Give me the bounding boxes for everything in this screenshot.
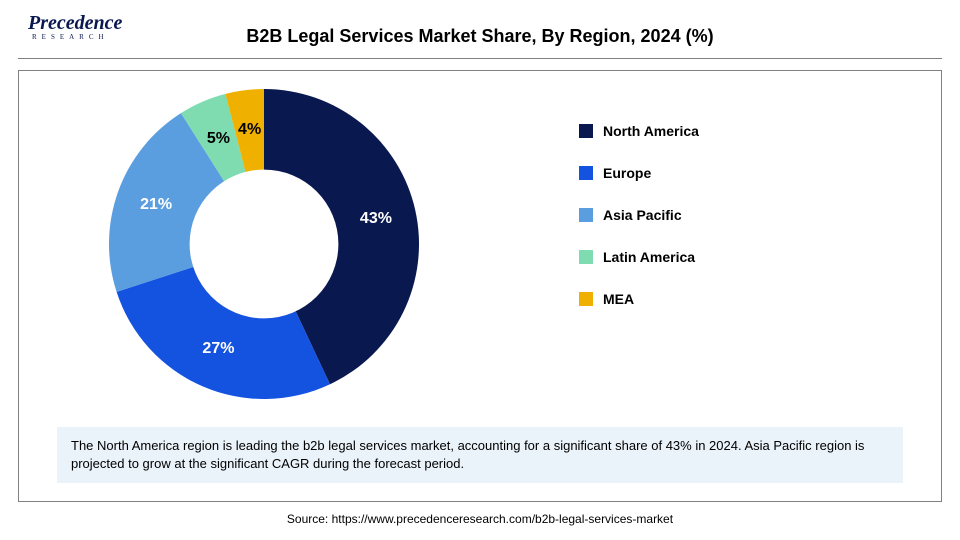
legend-label: Latin America bbox=[603, 249, 695, 265]
slice-label-4: 4% bbox=[238, 121, 261, 139]
title-rule bbox=[18, 58, 942, 59]
slice-label-3: 5% bbox=[207, 130, 230, 148]
slice-label-0: 43% bbox=[360, 210, 392, 228]
chart-title: B2B Legal Services Market Share, By Regi… bbox=[0, 26, 960, 47]
donut-svg bbox=[109, 89, 419, 399]
legend-item-1: Europe bbox=[579, 165, 699, 181]
legend-item-0: North America bbox=[579, 123, 699, 139]
chart-frame: 43% 27% 21% 5% 4% North America Europe Asia Pa… bbox=[18, 70, 942, 502]
legend-item-4: MEA bbox=[579, 291, 699, 307]
slice-label-2: 21% bbox=[140, 196, 172, 214]
legend-swatch bbox=[579, 250, 593, 264]
legend-swatch bbox=[579, 124, 593, 138]
donut-chart: 43% 27% 21% 5% 4% bbox=[109, 89, 419, 399]
slice-label-1: 27% bbox=[202, 340, 234, 358]
legend-swatch bbox=[579, 292, 593, 306]
legend-swatch bbox=[579, 166, 593, 180]
legend: North America Europe Asia Pacific Latin Ame… bbox=[579, 123, 699, 333]
legend-item-2: Asia Pacific bbox=[579, 207, 699, 223]
caption-box: The North America region is leading the … bbox=[57, 427, 903, 483]
legend-swatch bbox=[579, 208, 593, 222]
source-line: Source: https://www.precedenceresearch.c… bbox=[0, 512, 960, 526]
legend-label: Europe bbox=[603, 165, 651, 181]
legend-label: Asia Pacific bbox=[603, 207, 682, 223]
caption-text: The North America region is leading the … bbox=[71, 438, 864, 471]
legend-item-3: Latin America bbox=[579, 249, 699, 265]
legend-label: North America bbox=[603, 123, 699, 139]
legend-label: MEA bbox=[603, 291, 634, 307]
